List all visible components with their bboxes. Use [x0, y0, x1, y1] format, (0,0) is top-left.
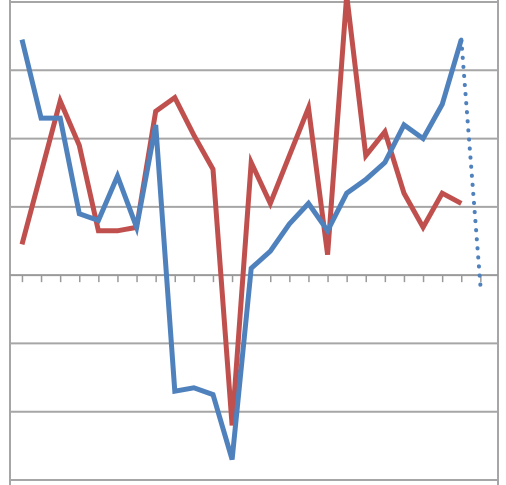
- gridlines: [9, 0, 499, 485]
- series-1-point-17: [346, 193, 347, 194]
- series-1-point-7: [155, 124, 156, 125]
- series-1-line: [19, 38, 464, 461]
- series-1-point-2: [60, 118, 61, 119]
- series-0-point-9: [193, 135, 194, 136]
- series-1-point-12: [251, 268, 252, 269]
- series-0-point-15: [308, 107, 309, 108]
- series-1-point-3: [79, 213, 80, 214]
- series-0-point-20: [404, 193, 405, 194]
- series-0-point-13: [270, 203, 271, 204]
- series-2-dotted-line: [459, 37, 483, 288]
- series-0-point-21: [423, 227, 424, 228]
- series-lines: [19, 0, 483, 461]
- series-0-point-10: [213, 169, 214, 170]
- series-1-point-8: [174, 391, 175, 392]
- series-2-point-0: [461, 39, 462, 40]
- series-0-point-18: [365, 155, 366, 156]
- series-1-point-0: [22, 39, 23, 40]
- series-1-point-14: [289, 223, 290, 224]
- series-0-point-12: [251, 162, 252, 163]
- series-0-point-14: [289, 155, 290, 156]
- series-1-point-5: [117, 176, 118, 177]
- series-0-point-19: [384, 131, 385, 132]
- series-1-point-16: [327, 230, 328, 231]
- series-0-point-8: [174, 97, 175, 98]
- series-0-point-11: [232, 425, 233, 426]
- series-0-point-16: [327, 254, 328, 255]
- series-0-point-4: [98, 230, 99, 231]
- series-1-point-9: [193, 387, 194, 388]
- series-0-point-1: [41, 172, 42, 173]
- series-1-point-11: [232, 459, 233, 460]
- series-1-point-22: [442, 104, 443, 105]
- series-0-point-0: [22, 244, 23, 245]
- series-0-line: [19, 0, 463, 426]
- series-1-point-18: [365, 179, 366, 180]
- series-1-point-15: [308, 203, 309, 204]
- series-0-point-23: [461, 203, 462, 204]
- series-0-point-2: [60, 101, 61, 102]
- series-2-point-1: [480, 285, 481, 286]
- series-1-point-20: [404, 124, 405, 125]
- series-1-point-10: [213, 394, 214, 395]
- series-1-point-1: [41, 118, 42, 119]
- series-0-point-5: [117, 230, 118, 231]
- series-1-point-21: [423, 138, 424, 139]
- series-1-point-13: [270, 251, 271, 252]
- series-1-point-6: [136, 227, 137, 228]
- series-1-point-19: [384, 162, 385, 163]
- series-0-point-3: [79, 145, 80, 146]
- series-0-point-22: [442, 193, 443, 194]
- series-1-point-4: [98, 220, 99, 221]
- series-0-point-7: [155, 111, 156, 112]
